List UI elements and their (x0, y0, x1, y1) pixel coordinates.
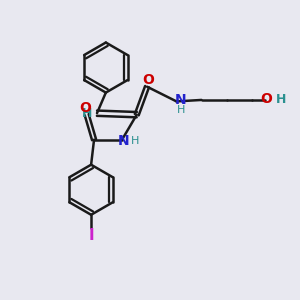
Text: H: H (276, 93, 286, 106)
Text: H: H (131, 136, 140, 146)
Text: N: N (175, 93, 187, 107)
Text: O: O (260, 92, 272, 106)
Text: H: H (82, 107, 92, 120)
Text: N: N (118, 134, 129, 148)
Text: I: I (88, 229, 94, 244)
Text: O: O (142, 73, 154, 87)
Text: O: O (79, 101, 91, 115)
Text: H: H (177, 105, 185, 115)
